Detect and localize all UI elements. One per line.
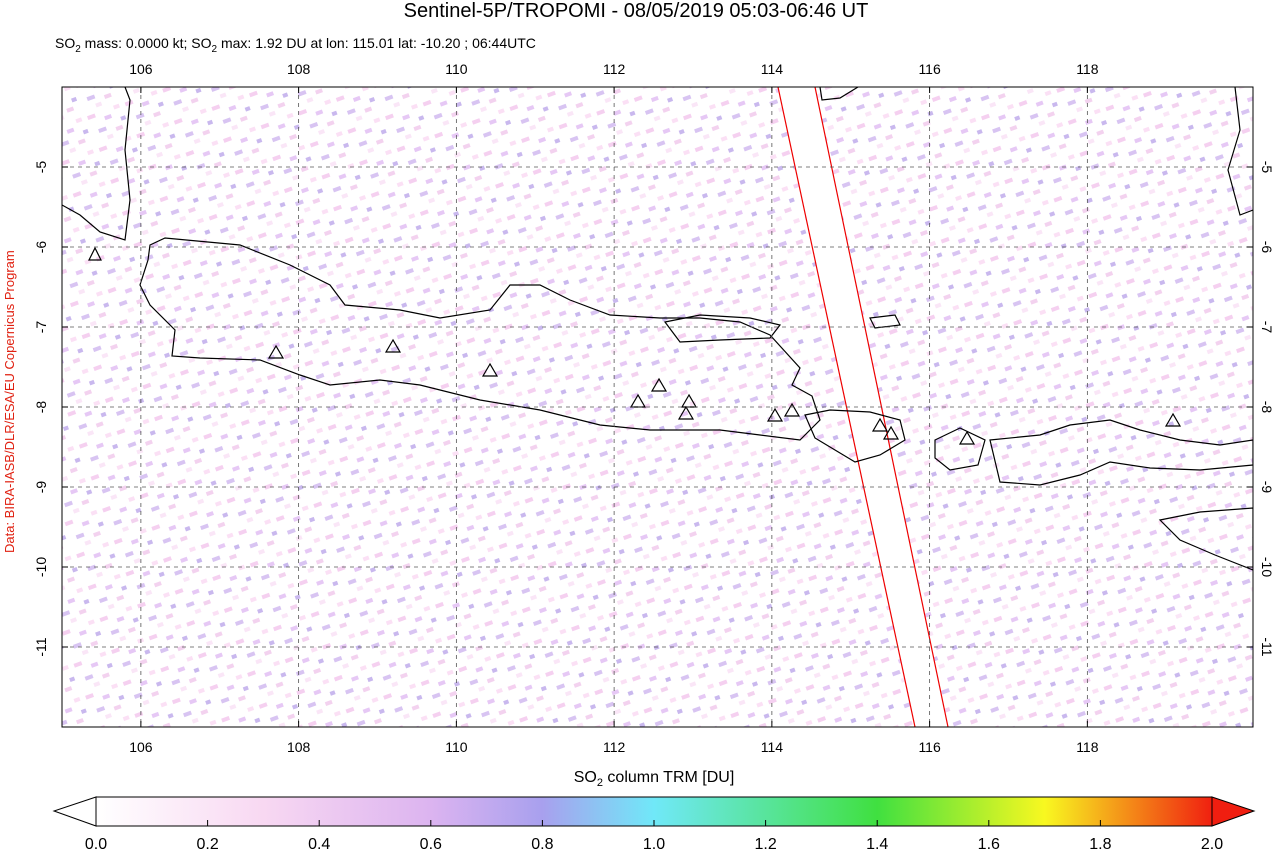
colorbar-tick-label: 1.0 <box>643 836 665 853</box>
y-tick-label: -11 <box>33 637 49 656</box>
subtitle: SO2 mass: 0.0000 kt; SO2 max: 1.92 DU at… <box>55 35 536 55</box>
colorbar-label-part: SO <box>574 769 597 786</box>
x-tick-label: 114 <box>761 61 784 77</box>
y-tick-label: -6 <box>1259 241 1272 254</box>
data-credit: Data: BIRA-IASB/DLR/ESA/EU Copernicus Pr… <box>2 250 17 553</box>
x-tick-label: 118 <box>1076 61 1099 77</box>
y-tick-label: -10 <box>33 557 49 577</box>
colorbar-over <box>1211 796 1256 827</box>
y-tick-label: -11 <box>1259 637 1272 656</box>
colorbar-tick-label: 0.8 <box>531 836 553 853</box>
colorbar-tick-label: 2.0 <box>1201 836 1223 853</box>
coastline-bali <box>804 409 906 463</box>
axes: 106 106 108 108 110 110 112 112 114 114 116 116 118 1… <box>33 61 1272 755</box>
colorbar: 0.0 0.2 0.4 0.6 0.8 1.0 1.2 1.4 1.6 1.8 2.0 <box>52 796 1256 853</box>
x-tick-label: 110 <box>445 739 468 755</box>
colorbar-label: SO2 column TRM [DU] <box>574 769 735 789</box>
x-tick-label: 116 <box>918 739 941 755</box>
x-tick-label: 108 <box>287 739 311 755</box>
map-frame <box>61 86 1254 728</box>
x-tick-label: 110 <box>445 61 468 77</box>
colorbar-tick-label: 0.0 <box>85 836 107 853</box>
colorbar-tick-label: 1.6 <box>978 836 1000 853</box>
coastline-islet <box>869 314 901 329</box>
x-tick-label: 106 <box>129 739 153 755</box>
y-tick-label: -9 <box>33 481 49 494</box>
x-tick-label: 112 <box>603 739 626 755</box>
y-tick-label: -8 <box>1259 401 1272 414</box>
colorbar-tick-label: 0.6 <box>420 836 442 853</box>
x-tick-label: 116 <box>918 61 941 77</box>
coastline-madura <box>663 314 782 343</box>
subtitle-part: mass: 0.0000 kt; SO <box>81 35 212 51</box>
coastline-borneo <box>819 87 859 101</box>
subtitle-part: max: 1.92 DU at lon: 115.01 lat: -10.20 … <box>217 35 536 51</box>
y-tick-label: -5 <box>33 161 49 174</box>
coastline-java <box>139 237 821 441</box>
coastline-sumbawa-flores <box>989 419 1253 486</box>
colorbar-tick-label: 1.2 <box>754 836 776 853</box>
y-tick-label: -6 <box>33 241 49 254</box>
x-tick-label: 106 <box>129 61 153 77</box>
coastline <box>62 87 131 241</box>
colorbar-label-part: column TRM [DU] <box>603 769 734 786</box>
subscript: 2 <box>212 44 218 55</box>
x-tick-label: 112 <box>603 61 626 77</box>
coastline-lombok <box>934 427 986 471</box>
title: Sentinel-5P/TROPOMI - 08/05/2019 05:03-0… <box>404 0 869 22</box>
subscript: 2 <box>597 777 603 789</box>
y-tick-label: -5 <box>1259 161 1272 174</box>
colorbar-under <box>52 796 97 827</box>
colorbar-tick-label: 1.8 <box>1089 836 1111 853</box>
coastlines <box>62 87 1253 571</box>
subscript: 2 <box>75 44 81 55</box>
y-tick-label: -9 <box>1259 481 1272 494</box>
x-tick-label: 108 <box>287 61 311 77</box>
y-tick-label: -7 <box>1259 321 1272 334</box>
x-tick-label: 118 <box>1076 739 1099 755</box>
y-tick-label: -10 <box>1259 557 1272 577</box>
coastline-sumba <box>1158 507 1253 571</box>
x-tick-label: 114 <box>761 739 784 755</box>
subtitle-part: SO <box>55 35 75 51</box>
coastline-sulawesi <box>1227 87 1253 216</box>
colorbar-tick-label: 1.4 <box>866 836 888 853</box>
y-tick-label: -8 <box>33 401 49 414</box>
colorbar-tick-label: 0.4 <box>308 836 330 853</box>
colorbar-tick-label: 0.2 <box>196 836 218 853</box>
y-tick-label: -7 <box>33 321 49 334</box>
